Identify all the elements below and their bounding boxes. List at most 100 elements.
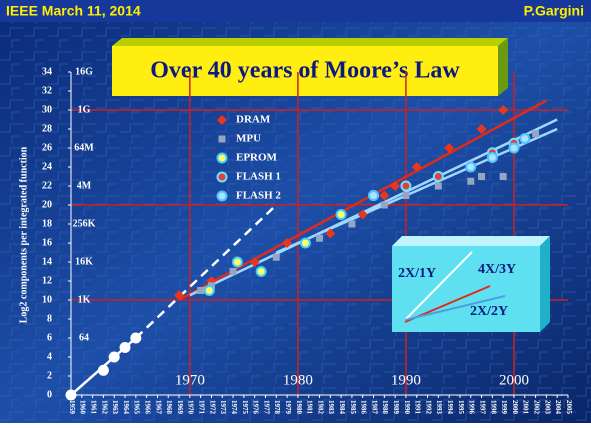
trend-line [178, 99, 547, 302]
x-tick-label: 1997 [478, 400, 486, 415]
legend-label: EPROM [236, 152, 278, 164]
x-tick-label: 2003 [543, 400, 551, 415]
point [272, 253, 280, 261]
y-tick-label: 12 [42, 275, 52, 286]
point [174, 290, 185, 301]
x-tick-label: 2005 [565, 400, 573, 415]
point [348, 220, 356, 228]
chart-title: Over 40 years of Moore’s Law [150, 58, 460, 84]
x-tick-label: 1968 [165, 400, 173, 415]
title-box-side [498, 38, 508, 96]
point [357, 209, 368, 220]
header-left: IEEE March 11, 2014 [6, 3, 141, 19]
x-tick-label: 1988 [381, 400, 389, 415]
point [400, 180, 412, 192]
point [97, 364, 109, 376]
x-tick-label: 1989 [392, 400, 400, 415]
point [380, 201, 388, 209]
point [519, 133, 531, 144]
point [390, 181, 401, 191]
point [335, 209, 347, 220]
x-tick-label: 1966 [144, 400, 152, 415]
point [119, 342, 131, 353]
x-tick-label: 1981 [306, 400, 314, 415]
legend-label: FLASH 2 [236, 190, 281, 202]
point [229, 268, 237, 275]
trend-line [134, 204, 278, 339]
y-tick-label: 20 [42, 199, 52, 210]
y-tick-label: 32 [42, 85, 52, 96]
y-tick-label: 28 [42, 123, 52, 134]
x-tick-label: 1974 [230, 400, 238, 415]
x-tick-label: 1976 [252, 400, 260, 415]
x-tick-label: 1982 [316, 400, 324, 415]
x-tick-label: 1998 [489, 400, 497, 415]
inset: 2X/1Y 4X/3Y 2X/2Y [392, 236, 550, 332]
y-axis-label: Log2 components per integrated function [18, 146, 29, 323]
y-tick-label: 6 [47, 332, 52, 343]
memory-label: 16K [75, 256, 93, 267]
point [203, 285, 215, 296]
header-right: P.Gargini [524, 3, 584, 19]
x-major-label: 1990 [391, 372, 421, 388]
x-major-label: 1970 [175, 372, 205, 388]
y-tick-label: 0 [47, 389, 52, 400]
x-major-label: 2000 [499, 372, 529, 388]
point [130, 332, 142, 344]
legend-marker [216, 152, 228, 164]
y-tick-label: 16 [42, 237, 52, 248]
title-box [112, 46, 498, 96]
x-tick-label: 1965 [133, 400, 141, 415]
x-tick-label: 1961 [89, 400, 97, 415]
x-tick-label: 1971 [198, 400, 206, 415]
point [299, 237, 311, 249]
inset-text: 2X/1Y [398, 266, 436, 281]
x-tick-label: 1980 [295, 400, 303, 415]
y-tick-label: 26 [42, 142, 52, 153]
point [65, 389, 77, 401]
x-tick-label: 2001 [522, 400, 530, 415]
memory-label: 64 [79, 332, 89, 343]
y-tick-label: 4 [47, 351, 52, 362]
x-tick-label: 1960 [79, 400, 87, 415]
y-tick-label: 14 [42, 256, 52, 267]
x-tick-label: 1962 [100, 400, 108, 415]
x-tick-label: 1996 [468, 400, 476, 415]
point [231, 256, 243, 268]
y-tick-label: 10 [42, 294, 52, 305]
legend-marker [216, 190, 228, 202]
legend-label: MPU [236, 133, 261, 145]
point [197, 287, 205, 294]
point [499, 173, 507, 180]
point [249, 257, 260, 267]
x-tick-label: 2000 [511, 400, 519, 415]
memory-label: 64M [74, 142, 94, 153]
point [486, 152, 498, 163]
x-tick-label: 1990 [403, 400, 411, 415]
point [532, 130, 540, 138]
y-tick-label: 24 [42, 161, 52, 172]
legend-label: FLASH 1 [236, 171, 281, 183]
point [402, 192, 410, 199]
header-band [0, 0, 591, 22]
x-tick-label: 1959 [68, 400, 76, 415]
memory-label: 4M [77, 180, 92, 191]
point [379, 190, 390, 201]
memory-label: 256K [73, 218, 96, 229]
legend-marker [218, 135, 226, 143]
legend-marker [216, 171, 228, 183]
point [325, 228, 336, 239]
y-tick-label: 30 [42, 104, 52, 115]
point [498, 105, 509, 115]
point [434, 182, 442, 190]
x-tick-label: 1992 [424, 400, 432, 415]
point [478, 173, 486, 180]
x-tick-label: 1986 [360, 400, 368, 415]
point [282, 238, 293, 248]
legend-marker [217, 115, 227, 125]
inset-line [404, 295, 506, 321]
x-tick-label: 1964 [122, 400, 130, 415]
x-major-label: 1980 [283, 372, 313, 388]
inset-top [392, 236, 550, 246]
